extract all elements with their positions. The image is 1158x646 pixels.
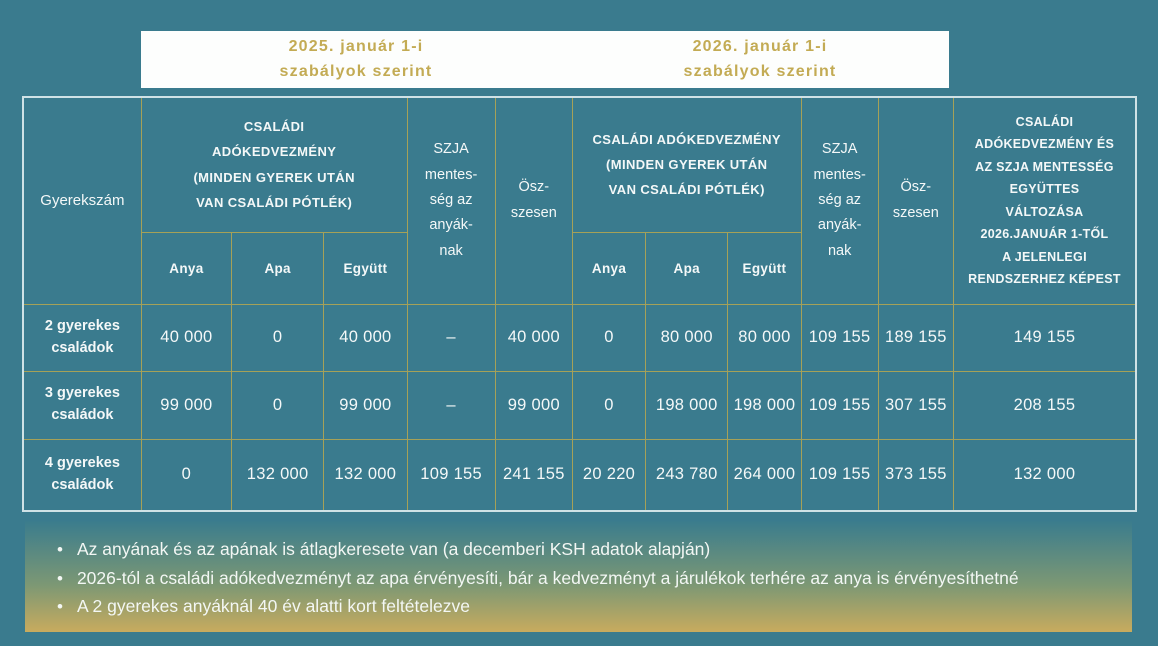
period-title-2026: 2026. január 1-i szabályok szerint [683, 37, 837, 80]
subheader-egyutt-2026: Együtt [727, 231, 802, 305]
bullet-icon: • [57, 568, 63, 588]
data-cell: 149 155 [952, 303, 1137, 372]
row-label: 2 gyerekes családok [22, 303, 142, 372]
data-cell: 99 000 [494, 370, 573, 440]
data-cell: 243 780 [645, 438, 729, 512]
row-label: 4 gyerekes családok [22, 438, 142, 512]
subheader-egyutt-2025: Együtt [323, 231, 408, 305]
footnote-text: Az anyának és az apának is átlagkeresete… [76, 539, 711, 559]
data-cell: 132 000 [952, 438, 1137, 512]
data-cell: 109 155 [800, 303, 879, 372]
footnote-item: • 2026-tól a családi adókedvezményt az a… [57, 564, 1122, 593]
table-row-4-children: 4 gyerekes családok 0 132 000 132 000 10… [22, 438, 1137, 512]
data-cell: 208 155 [952, 370, 1137, 440]
data-cell: 241 155 [494, 438, 573, 512]
footnote-text: A 2 gyerekes anyáknál 40 év alatti kort … [76, 596, 470, 617]
period-title-2025: 2025. január 1-i szabályok szerint [279, 37, 433, 80]
table-row-2-children: 2 gyerekes családok 40 000 0 40 000 – 40… [22, 303, 1137, 372]
data-cell: 198 000 [727, 370, 802, 440]
data-cell: 80 000 [727, 303, 802, 372]
data-cell: 40 000 [140, 303, 233, 372]
footnote-item: • Az anyának és az apának is átlagkerese… [57, 535, 1122, 564]
data-cell: – [406, 370, 496, 440]
data-cell: 132 000 [323, 438, 408, 512]
data-cell: 307 155 [877, 370, 954, 440]
data-cell: 198 000 [645, 370, 729, 440]
row-header-cell: Gyerekszám [22, 96, 142, 305]
data-cell: 40 000 [494, 303, 573, 372]
subheader-apa-2026: Apa [645, 231, 729, 305]
data-cell: 373 155 [877, 438, 954, 512]
data-cell: – [406, 303, 496, 372]
data-cell: 0 [571, 370, 647, 440]
osszesen-header-2025: Ösz- szesen [494, 96, 573, 305]
period-header-2025: 2025. január 1-i szabályok szerint [141, 31, 571, 88]
subheader-anya-2026: Anya [571, 231, 647, 305]
row-label: 3 gyerekes családok [22, 370, 142, 440]
data-cell: 0 [231, 370, 325, 440]
data-cell: 132 000 [231, 438, 325, 512]
data-cell: 20 220 [571, 438, 647, 512]
footnote-text: 2026-tól a családi adókedvezményt az apa… [76, 567, 1019, 588]
table-row-3-children: 3 gyerekes családok 99 000 0 99 000 – 99… [22, 370, 1137, 440]
data-cell: 0 [231, 303, 325, 372]
szja-header-2025: SZJA mentes- ség az anyák- nak [406, 96, 496, 305]
data-cell: 109 155 [800, 370, 879, 440]
bullet-icon: • [57, 597, 63, 617]
footnotes-panel: • Az anyának és az apának is átlagkerese… [25, 521, 1132, 632]
final-column-header: CSALÁDI ADÓKEDVEZMÉNY ÉS AZ SZJA MENTESS… [952, 96, 1137, 305]
data-cell: 109 155 [406, 438, 496, 512]
group-header-2025: CSALÁDI ADÓKEDVEZMÉNY (MINDEN GYEREK UTÁ… [140, 96, 408, 233]
header-group-row: Gyerekszám CSALÁDI ADÓKEDVEZMÉNY (MINDEN… [22, 96, 1137, 305]
data-cell: 0 [140, 438, 233, 512]
data-cell: 80 000 [645, 303, 729, 372]
period-header-2026: 2026. január 1-i szabályok szerint [571, 31, 949, 88]
szja-header-2026: SZJA mentes- ség az anyák- nak [800, 96, 879, 305]
group-header-2026: CSALÁDI ADÓKEDVEZMÉNY (MINDEN GYEREK UTÁ… [571, 96, 802, 233]
data-cell: 189 155 [877, 303, 954, 372]
osszesen-header-2026: Ösz- szesen [877, 96, 954, 305]
subheader-apa-2025: Apa [231, 231, 325, 305]
data-cell: 99 000 [323, 370, 408, 440]
footnote-item: • A 2 gyerekes anyáknál 40 év alatti kor… [57, 592, 1122, 621]
data-cell: 264 000 [727, 438, 802, 512]
data-cell: 40 000 [323, 303, 408, 372]
period-header-band: 2025. január 1-i szabályok szerint 2026.… [141, 31, 949, 88]
bullet-icon: • [57, 540, 63, 559]
header-sub-row: Anya Apa Együtt Anya Apa Együtt [23, 231, 1136, 305]
subheader-anya-2025: Anya [140, 231, 233, 305]
benefits-table: Gyerekszám CSALÁDI ADÓKEDVEZMÉNY (MINDEN… [22, 96, 1137, 512]
data-cell: 99 000 [140, 370, 233, 440]
data-cell: 109 155 [800, 438, 879, 512]
data-cell: 0 [571, 303, 647, 372]
